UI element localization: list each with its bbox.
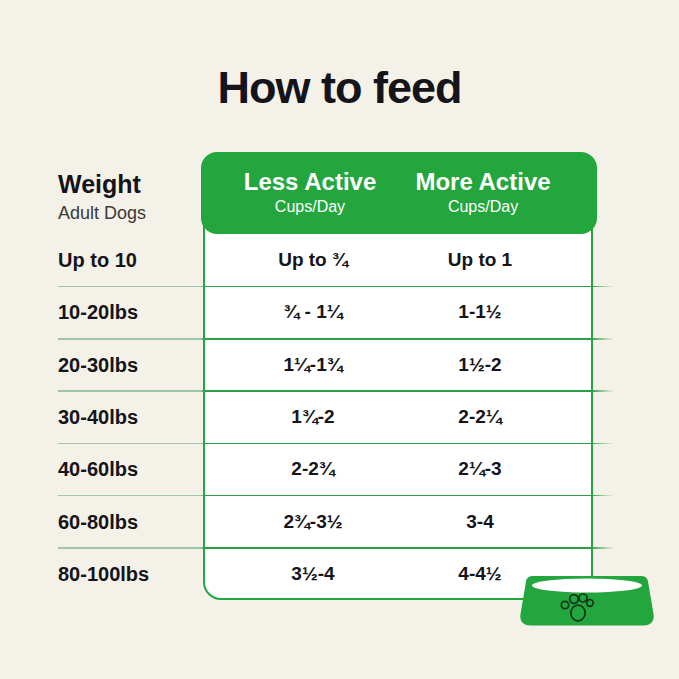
weight-column-title: Weight (58, 170, 146, 199)
row-weight-label: 30-40lbs (58, 405, 138, 428)
dog-bowl-icon (516, 572, 658, 636)
feeding-guide: How to feed Weight Adult Dogs Less Activ… (0, 0, 679, 679)
row-more-active-value: 1½-2 (458, 354, 501, 376)
row-weight-label: 20-30lbs (58, 353, 138, 376)
table-row: 40-60lbs 2-2¾ 2¼-3 (0, 443, 679, 495)
weight-column-subtitle: Adult Dogs (58, 203, 146, 224)
row-weight-label: Up to 10 (58, 249, 137, 272)
more-active-label: More Active (415, 169, 550, 195)
row-less-active-value: 1¼-1¾ (283, 354, 342, 376)
row-weight-label: 80-100lbs (58, 562, 149, 585)
row-less-active-value: 2-2¾ (291, 458, 334, 480)
column-header-more-active: More Active Cups/Day (415, 169, 550, 216)
row-less-active-value: ¾ - 1¼ (283, 301, 342, 323)
table-row: 30-40lbs 1¾-2 2-2¼ (0, 391, 679, 443)
row-weight-label: 40-60lbs (58, 458, 138, 481)
row-more-active-value: 4-4½ (458, 563, 501, 585)
feeding-table-rows: Up to 10 Up to ¾ Up to 1 10-20lbs ¾ - 1¼… (0, 234, 679, 600)
row-less-active-value: 1¾-2 (291, 406, 334, 428)
table-row: 20-30lbs 1¼-1¾ 1½-2 (0, 339, 679, 391)
row-less-active-value: 3½-4 (291, 563, 334, 585)
less-active-unit: Cups/Day (244, 199, 377, 217)
less-active-label: Less Active (244, 169, 377, 195)
row-weight-label: 10-20lbs (58, 301, 138, 324)
row-more-active-value: 2¼-3 (458, 458, 501, 480)
more-active-unit: Cups/Day (415, 199, 550, 217)
table-column-header: Less Active Cups/Day More Active Cups/Da… (201, 152, 597, 234)
row-less-active-value: Up to ¾ (278, 249, 348, 271)
table-row: 10-20lbs ¾ - 1¼ 1-1½ (0, 286, 679, 338)
row-less-active-value: 2¾-3½ (283, 511, 342, 533)
row-more-active-value: 2-2¼ (458, 406, 501, 428)
table-row: 60-80lbs 2¾-3½ 3-4 (0, 495, 679, 547)
row-more-active-value: Up to 1 (448, 249, 512, 271)
row-weight-label: 60-80lbs (58, 510, 138, 533)
page-title: How to feed (0, 62, 679, 114)
row-more-active-value: 1-1½ (458, 301, 501, 323)
column-header-less-active: Less Active Cups/Day (244, 169, 377, 216)
weight-column-header: Weight Adult Dogs (58, 170, 146, 224)
table-row: Up to 10 Up to ¾ Up to 1 (0, 234, 679, 286)
row-more-active-value: 3-4 (466, 511, 493, 533)
